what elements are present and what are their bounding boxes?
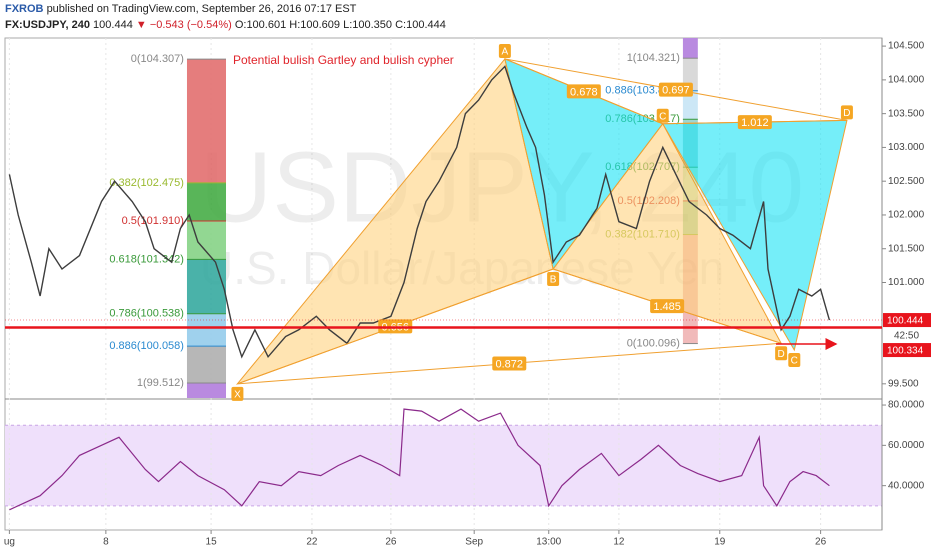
fib-label: 0.382(102.475) bbox=[109, 177, 184, 189]
point-badge bbox=[775, 346, 788, 361]
rsi-band bbox=[5, 425, 882, 506]
fib-label: 0(104.307) bbox=[131, 53, 184, 65]
ratio-label: 0.697 bbox=[662, 85, 690, 97]
y-tick-label: 102.500 bbox=[888, 176, 925, 187]
hline-label: 100.334 bbox=[887, 346, 924, 357]
last-price-badge bbox=[883, 313, 931, 328]
last-price-label: 100.444 bbox=[887, 316, 924, 327]
ratio-badge bbox=[737, 115, 772, 130]
ratio-badge bbox=[650, 299, 685, 314]
x-tick-label: ug bbox=[4, 537, 15, 548]
low: L:100.350 bbox=[343, 19, 393, 31]
x-tick-label: 13:00 bbox=[536, 537, 561, 548]
ratio-badge bbox=[658, 82, 693, 97]
price-line bbox=[8, 65, 831, 359]
fib-cap bbox=[186, 383, 227, 398]
ratio-label: 0.872 bbox=[496, 358, 524, 370]
hline-badge bbox=[883, 343, 931, 358]
author: FXROB bbox=[5, 3, 44, 15]
fib-cap bbox=[682, 38, 698, 59]
last: 100.444 bbox=[93, 19, 133, 31]
rsi-line bbox=[9, 408, 830, 511]
fib-label: 0.618(101.342) bbox=[109, 253, 184, 265]
ratio-label: 1.485 bbox=[653, 301, 681, 313]
fib-label: 0.786(100.538) bbox=[109, 308, 184, 320]
annotation: Potential bulish Gartley and bulish cyph… bbox=[233, 53, 454, 67]
x-tick-label: 8 bbox=[103, 537, 109, 548]
ratio-badge bbox=[492, 356, 527, 371]
fib-zone bbox=[186, 182, 227, 222]
point-badge bbox=[547, 271, 560, 286]
publish-line: FXROB published on TradingView.com, Sept… bbox=[5, 3, 356, 15]
y-tick-label: 101.000 bbox=[888, 277, 925, 288]
point-badge bbox=[840, 105, 853, 120]
ratio-label: 1.012 bbox=[741, 117, 769, 129]
y-tick-label: 103.500 bbox=[888, 108, 925, 119]
fib-label: 1(104.321) bbox=[627, 52, 680, 64]
point-label: X bbox=[234, 389, 241, 400]
point-label: A bbox=[502, 47, 509, 58]
fib-label: 0.5(101.910) bbox=[122, 215, 184, 227]
y-tick-label: 104.500 bbox=[888, 41, 925, 52]
symbol: FX:USDJPY, 240 bbox=[5, 19, 90, 31]
fib-zone bbox=[186, 259, 227, 314]
x-tick-label: 22 bbox=[306, 537, 318, 548]
y-tick-label: 104.000 bbox=[888, 75, 925, 86]
x-tick-label: 26 bbox=[385, 537, 397, 548]
x-tick-label: 26 bbox=[815, 537, 827, 548]
point-label: B bbox=[550, 275, 557, 286]
open: O:100.601 bbox=[234, 19, 287, 31]
point-label: D bbox=[778, 349, 785, 360]
y-tick-label: 99.500 bbox=[888, 378, 919, 389]
fib-zone bbox=[682, 90, 698, 120]
symbol-line: FX:USDJPY, 240 100.444 ▼ −0.543 (−0.54%)… bbox=[5, 19, 446, 31]
change: ▼ −0.543 (−0.54%) bbox=[135, 19, 232, 31]
y-tick-label: 102.000 bbox=[888, 210, 925, 221]
countdown: 42:50 bbox=[894, 331, 919, 342]
x-tick-label: 15 bbox=[206, 537, 218, 548]
fib-zone bbox=[186, 59, 227, 183]
point-badge bbox=[656, 108, 669, 123]
y-tick-label: 80.0000 bbox=[888, 400, 925, 411]
y-tick-label: 103.000 bbox=[888, 142, 925, 153]
x-tick-label: 12 bbox=[613, 537, 625, 548]
fib-zone bbox=[682, 58, 698, 91]
x-tick-label: Sep bbox=[465, 537, 483, 548]
y-tick-label: 40.0000 bbox=[888, 480, 925, 491]
fib-label: 0(100.096) bbox=[627, 337, 680, 349]
point-badge bbox=[231, 386, 244, 401]
close: C:100.444 bbox=[395, 19, 446, 31]
fib-zone bbox=[186, 346, 227, 384]
fib-label: 1(99.512) bbox=[137, 377, 184, 389]
ratio-badge bbox=[566, 84, 601, 99]
x-tick-label: 19 bbox=[714, 537, 726, 548]
fib-zone bbox=[186, 313, 227, 347]
published: published on TradingView.com, September … bbox=[46, 3, 357, 15]
point-badge bbox=[788, 353, 801, 368]
point-label: C bbox=[791, 356, 798, 367]
point-badge bbox=[498, 43, 511, 58]
high: H:100.609 bbox=[289, 19, 341, 31]
ratio-label: 0.678 bbox=[570, 86, 598, 98]
fib-label: 0.886(100.058) bbox=[109, 340, 184, 352]
y-tick-label: 60.0000 bbox=[888, 440, 925, 451]
point-label: D bbox=[843, 108, 850, 119]
y-tick-label: 101.500 bbox=[888, 243, 925, 254]
point-label: C bbox=[659, 111, 666, 122]
